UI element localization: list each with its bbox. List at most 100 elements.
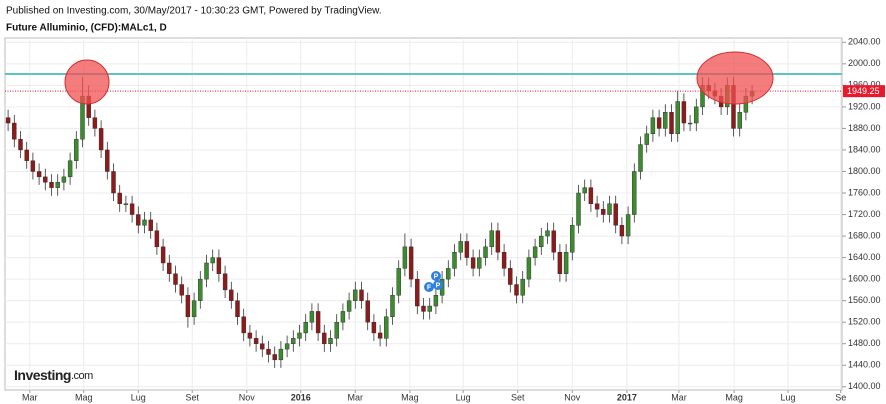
candle-body	[390, 295, 395, 318]
candle-body	[365, 300, 370, 323]
candle-body	[179, 284, 184, 296]
candle-body	[526, 257, 532, 280]
candle-body	[154, 230, 160, 248]
x-tick-label: Mar	[671, 392, 687, 402]
x-tick-label: Mar	[348, 392, 364, 402]
candle-body	[532, 246, 538, 258]
candle-body	[377, 332, 383, 339]
candle-body	[514, 284, 519, 296]
candle-body	[470, 257, 476, 269]
candle-body	[284, 343, 290, 350]
y-tick-label: 2000.00	[848, 58, 881, 68]
plot-frame	[4, 37, 843, 391]
candle-body	[129, 203, 135, 215]
candle-body	[359, 289, 364, 301]
candle-body	[656, 117, 662, 129]
candle-body	[92, 117, 98, 129]
y-tick-label: 2040.00	[848, 37, 881, 47]
candle-body	[601, 208, 606, 215]
candle-body	[588, 187, 594, 204]
candle-body	[687, 122, 693, 125]
x-tick-label: Lug	[456, 392, 471, 402]
y-tick-label: 1960.00	[848, 80, 881, 90]
candle-body	[204, 262, 209, 280]
candle-body	[43, 176, 48, 183]
y-tick-label: 1640.00	[848, 252, 881, 262]
candle-body	[669, 112, 674, 135]
y-tick-label: 1520.00	[848, 317, 881, 327]
candle-body	[235, 300, 240, 318]
y-tick-label: 1840.00	[848, 144, 881, 154]
x-tick-label: Mag	[725, 392, 743, 402]
candle-body	[638, 144, 643, 172]
candle-body	[458, 241, 463, 253]
candle-body	[272, 354, 277, 361]
candle-body	[266, 348, 271, 355]
candle-body	[489, 230, 494, 248]
grid	[5, 38, 842, 390]
publish-note: Published on Investing.com, 30/May/2017 …	[6, 6, 382, 17]
candle-body	[210, 257, 215, 264]
candle-body	[105, 149, 110, 172]
event-label: P	[434, 273, 439, 280]
y-tick-label: 1480.00	[848, 338, 881, 348]
candle-body	[477, 257, 482, 269]
x-tick-label: Set	[185, 392, 199, 402]
candle-body	[396, 268, 401, 296]
candle-body	[148, 219, 153, 231]
candle-body	[501, 252, 507, 269]
candle-body	[309, 311, 315, 323]
x-tick-label: Mar	[22, 392, 38, 402]
candle-body	[737, 112, 742, 129]
candle-body	[98, 128, 104, 151]
x-tick-label: Mag	[75, 392, 93, 402]
logo-main: Investing	[14, 367, 71, 383]
candle-body	[520, 278, 525, 296]
x-tick-label: 2017	[617, 392, 637, 402]
x-tick-label: Nov	[564, 392, 581, 402]
candle-body	[594, 203, 600, 210]
candle-body	[607, 203, 612, 215]
candle-body	[216, 257, 222, 274]
candle-body	[61, 176, 67, 183]
candle-body	[551, 230, 556, 253]
candle-body	[173, 273, 178, 285]
chart-title: Future Alluminio, (CFD):MALc1, D	[6, 23, 167, 34]
candle-body	[613, 203, 618, 226]
candles	[5, 77, 755, 368]
candle-body	[539, 235, 544, 248]
candle-body	[167, 262, 172, 274]
y-tick-label: 1600.00	[848, 274, 881, 284]
highlight-circle	[696, 51, 774, 105]
last-price-box	[843, 85, 885, 98]
candle-body	[18, 138, 23, 151]
candle-body	[427, 305, 432, 312]
candle-body	[563, 252, 569, 274]
highlight-circle	[64, 59, 110, 105]
candle-body	[142, 219, 147, 226]
candle-body	[297, 332, 302, 339]
candle-body	[570, 225, 575, 253]
candle-body	[421, 305, 426, 312]
candle-body	[415, 278, 420, 307]
candle-body	[24, 149, 29, 161]
candle-body	[136, 214, 141, 226]
candle-body	[632, 171, 637, 215]
y-tick-label: 1800.00	[848, 166, 881, 176]
candle-body	[229, 289, 234, 301]
candle-body	[334, 321, 339, 339]
candle-body	[315, 311, 321, 334]
candle-body	[353, 289, 358, 301]
candle-body	[222, 273, 228, 291]
candle-body	[253, 338, 259, 344]
candle-body	[67, 160, 73, 178]
y-tick-label: 1680.00	[848, 230, 881, 240]
candle-body	[508, 268, 513, 285]
candle-body	[198, 278, 203, 301]
candle-body	[582, 187, 587, 194]
candle-body	[55, 182, 60, 188]
candle-body	[111, 171, 116, 194]
candle-body	[694, 106, 699, 124]
candle-body	[557, 252, 563, 274]
